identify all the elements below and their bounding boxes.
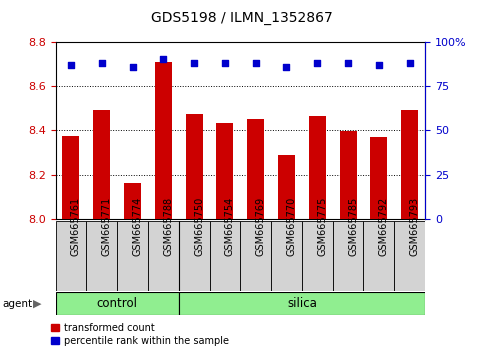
Bar xyxy=(124,183,141,219)
Point xyxy=(406,60,413,66)
Text: GSM665770: GSM665770 xyxy=(286,196,297,256)
Bar xyxy=(240,221,271,291)
Text: GSM665785: GSM665785 xyxy=(348,196,358,256)
Legend: transformed count, percentile rank within the sample: transformed count, percentile rank withi… xyxy=(51,323,229,346)
Text: GSM665775: GSM665775 xyxy=(317,196,327,256)
Point xyxy=(252,60,259,66)
Bar xyxy=(62,136,79,219)
Bar xyxy=(271,221,302,291)
Point xyxy=(344,60,352,66)
Bar xyxy=(309,116,326,219)
Bar xyxy=(179,292,425,315)
Bar xyxy=(86,221,117,291)
Point xyxy=(313,60,321,66)
Point xyxy=(375,62,383,68)
Bar xyxy=(148,221,179,291)
Bar xyxy=(155,62,172,219)
Text: GSM665774: GSM665774 xyxy=(132,196,142,256)
Bar xyxy=(56,292,179,315)
Bar xyxy=(364,221,394,291)
Bar xyxy=(185,114,202,219)
Text: control: control xyxy=(97,297,138,310)
Point xyxy=(283,64,290,69)
Point xyxy=(67,62,75,68)
Bar xyxy=(56,221,86,291)
Point xyxy=(98,60,106,66)
Bar xyxy=(93,110,110,219)
Text: GSM665750: GSM665750 xyxy=(194,196,204,256)
Text: GSM665788: GSM665788 xyxy=(163,196,173,256)
Bar xyxy=(340,131,356,219)
Text: GSM665792: GSM665792 xyxy=(379,196,389,256)
Bar xyxy=(394,221,425,291)
Text: GSM665761: GSM665761 xyxy=(71,196,81,256)
Bar xyxy=(216,122,233,219)
Text: GSM665754: GSM665754 xyxy=(225,196,235,256)
Bar xyxy=(401,110,418,219)
Text: agent: agent xyxy=(2,298,32,309)
Point xyxy=(159,57,167,62)
Text: GDS5198 / ILMN_1352867: GDS5198 / ILMN_1352867 xyxy=(151,11,332,25)
Bar xyxy=(179,221,210,291)
Bar xyxy=(333,221,364,291)
Point xyxy=(190,60,198,66)
Point xyxy=(128,64,136,69)
Bar xyxy=(302,221,333,291)
Bar xyxy=(210,221,240,291)
Text: GSM665769: GSM665769 xyxy=(256,196,266,256)
Text: GSM665771: GSM665771 xyxy=(102,196,112,256)
Bar xyxy=(370,137,387,219)
Bar xyxy=(278,155,295,219)
Bar xyxy=(247,119,264,219)
Text: ▶: ▶ xyxy=(33,298,42,309)
Text: silica: silica xyxy=(287,297,317,310)
Bar xyxy=(117,221,148,291)
Point xyxy=(221,60,229,66)
Text: GSM665793: GSM665793 xyxy=(410,196,420,256)
